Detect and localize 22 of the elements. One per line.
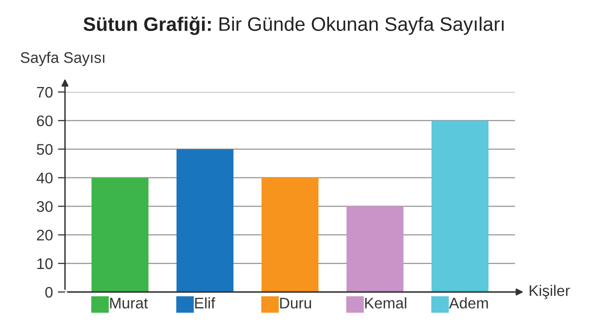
x-axis-title: Kişiler — [530, 284, 570, 300]
bar — [176, 149, 234, 292]
bar — [262, 178, 318, 292]
bar — [432, 120, 488, 292]
x-tick-label: Adem — [448, 297, 488, 308]
y-tick-label: 0 — [45, 286, 53, 298]
y-axis-title: Sayfa Sayısı — [20, 52, 104, 66]
y-tick-label: 60 — [36, 115, 53, 126]
chart-subtitle: Bir Günde Okunan Sayfa Sayıları — [220, 16, 504, 35]
x-tick-label: Elif — [195, 297, 216, 308]
y-tick-label: 40 — [36, 172, 53, 184]
x-tick-label: Duru — [280, 298, 312, 308]
y-tick-label: 30 — [36, 201, 53, 212]
y-tick-label: 70 — [36, 86, 53, 98]
y-tick-label: 10 — [37, 258, 53, 270]
x-tick-label: Murat — [110, 298, 148, 308]
bar — [346, 206, 404, 292]
chart-title: Sütun Grafiği: — [83, 16, 211, 35]
y-tick-label: 20 — [36, 230, 53, 241]
bar — [92, 178, 148, 292]
x-tick-label: Kemal — [365, 297, 406, 308]
y-tick-label: 50 — [36, 144, 53, 155]
